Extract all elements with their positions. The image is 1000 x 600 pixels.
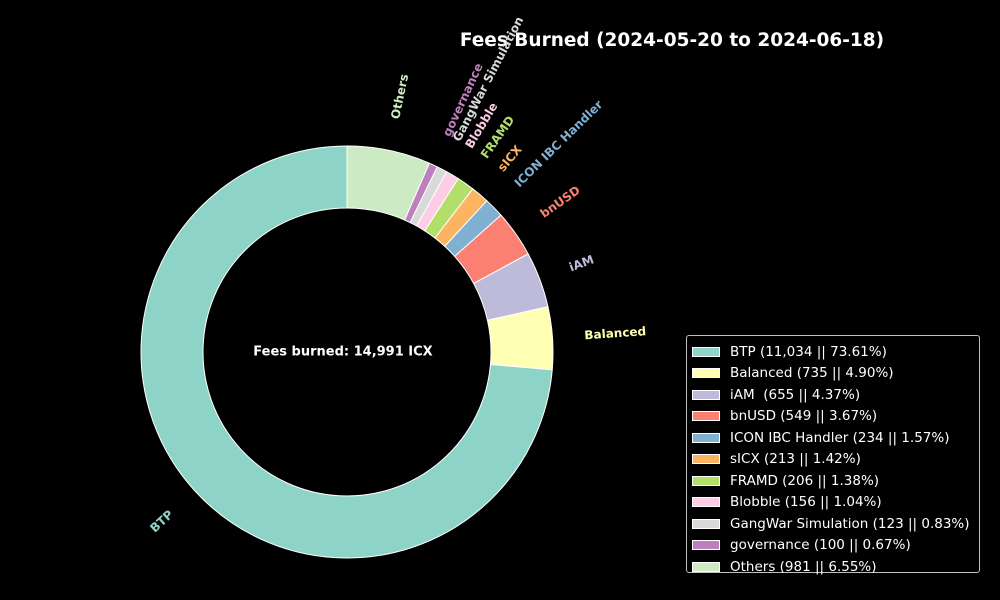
legend-label: iAM (655 || 4.37%) [730,386,861,403]
legend-swatch [692,346,720,357]
legend-item: BTP (11,034 || 73.61%) [692,341,979,363]
legend-item: ICON IBC Handler (234 || 1.57%) [692,427,979,449]
legend-label: governance (100 || 0.67%) [730,537,911,554]
legend-label: bnUSD (549 || 3.67%) [730,408,878,425]
slice-label: Balanced [584,324,647,342]
slice-label: Others [388,73,411,121]
legend-swatch [692,540,720,551]
legend-swatch [692,454,720,465]
legend-label: BTP (11,034 || 73.61%) [730,343,887,360]
legend-swatch [692,411,720,422]
legend-swatch [692,561,720,572]
slice-btp [140,145,553,559]
center-label: Fees burned: 14,991 ICX [253,345,432,360]
legend-swatch [692,475,720,486]
slice-others [346,145,431,221]
slice-label: sICX [495,142,525,174]
chart-title: Fees Burned (2024-05-20 to 2024-06-18) [459,30,885,51]
legend-item: Others (981 || 6.55%) [692,556,979,578]
legend-item: governance (100 || 0.67%) [692,535,979,557]
legend-swatch [692,368,720,379]
legend-label: sICX (213 || 1.42%) [730,451,861,468]
legend-label: GangWar Simulation (123 || 0.83%) [730,515,970,532]
legend-swatch [692,389,720,400]
legend-label: ICON IBC Handler (234 || 1.57%) [730,429,950,446]
slice-label: BTP [147,507,176,535]
slice-label: iAM [567,252,596,274]
legend-swatch [692,518,720,529]
legend-label: FRAMD (206 || 1.38%) [730,472,880,489]
slice-label: ICON IBC Handler [512,97,606,190]
legend-item: bnUSD (549 || 3.67%) [692,406,979,428]
legend-swatch [692,432,720,443]
slice-label: bnUSD [538,183,583,221]
legend-item: iAM (655 || 4.37%) [692,384,979,406]
legend-item: Blobble (156 || 1.04%) [692,492,979,514]
legend-swatch [692,497,720,508]
legend-item: FRAMD (206 || 1.38%) [692,470,979,492]
legend: BTP (11,034 || 73.61%) Balanced (735 || 4… [686,335,980,575]
legend-item: GangWar Simulation (123 || 0.83%) [692,513,979,535]
legend-item: Balanced (735 || 4.90%) [692,363,979,385]
legend-item: sICX (213 || 1.42%) [692,449,979,471]
legend-label: Others (981 || 6.55%) [730,558,877,575]
legend-label: Blobble (156 || 1.04%) [730,494,882,511]
legend-label: Balanced (735 || 4.90%) [730,365,894,382]
